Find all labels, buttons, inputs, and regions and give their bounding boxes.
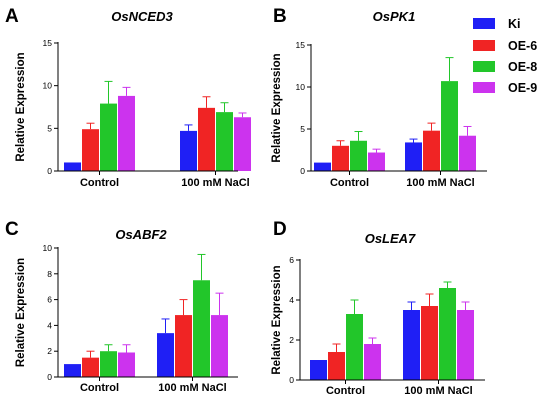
legend: Ki OE-6 OE-8 OE-9: [473, 17, 537, 95]
bar-ki-control: [314, 162, 331, 171]
legend-label: Ki: [508, 17, 521, 31]
chart-title: OsLEA7: [365, 231, 416, 246]
y-tick-label: 4: [289, 295, 294, 305]
bar-oe-6-100-mm-nacl: [175, 315, 192, 377]
y-tick-label: 10: [43, 81, 53, 91]
bar-oe-8-100-mm-nacl: [439, 288, 456, 380]
bar-ki-100-mm-nacl: [403, 310, 420, 380]
bar-ki-control: [64, 162, 81, 171]
y-tick-label: 2: [47, 346, 52, 356]
x-category-label: 100 mM NaCl: [406, 177, 474, 189]
y-tick-label: 6: [289, 255, 294, 265]
legend-label: OE-8: [508, 60, 537, 74]
chart-title: OsNCED3: [111, 9, 173, 24]
y-axis-label: Relative Expression: [271, 53, 283, 162]
bar-oe-6-control: [82, 357, 99, 377]
y-tick-label: 0: [47, 166, 52, 176]
x-category-label: 100 mM NaCl: [181, 177, 249, 189]
panel-letter: C: [5, 219, 19, 240]
legend-swatch-oe-6: [473, 40, 495, 51]
y-tick-label: 0: [289, 375, 294, 385]
legend-swatch-oe-8: [473, 61, 495, 72]
bar-oe-6-control: [328, 352, 345, 380]
chart-title: OsABF2: [115, 227, 167, 242]
x-category-label: Control: [326, 385, 365, 397]
x-category-label: Control: [330, 177, 369, 189]
bar-oe-9-100-mm-nacl: [459, 135, 476, 171]
x-category-label: 100 mM NaCl: [158, 382, 226, 394]
x-category-label: Control: [80, 177, 119, 189]
y-tick-label: 5: [47, 123, 52, 133]
panel-a: A OsNCED3 Relative Expression 0 5 10 15 Control…: [5, 6, 251, 189]
y-tick-label: 10: [43, 243, 53, 253]
bar-ki-100-mm-nacl: [180, 130, 197, 171]
bar-oe-9-100-mm-nacl: [234, 117, 251, 171]
bar-ki-100-mm-nacl: [405, 142, 422, 171]
bar-oe-8-100-mm-nacl: [441, 81, 458, 171]
y-tick-label: 15: [43, 38, 53, 48]
bar-oe-8-control: [100, 103, 117, 171]
bar-oe-8-control: [100, 351, 117, 377]
bar-ki-control: [310, 360, 327, 380]
chart-title: OsPK1: [373, 9, 416, 24]
y-tick-label: 4: [47, 320, 52, 330]
bar-ki-100-mm-nacl: [157, 333, 174, 377]
y-tick-label: 10: [296, 82, 306, 92]
y-tick-label: 5: [300, 124, 305, 134]
panel-d: D OsLEA7 Relative Expression 0 2 4 6 Control 100…: [271, 219, 485, 397]
panel-letter: D: [273, 219, 287, 240]
y-axis-label: Relative Expression: [15, 258, 27, 367]
bar-oe-9-control: [118, 352, 135, 377]
legend-label: OE-6: [508, 39, 537, 53]
panel-c: C OsABF2 Relative Expression 0 2 4 6 8 10 Control…: [5, 219, 238, 394]
y-tick-label: 15: [296, 40, 306, 50]
bar-oe-8-100-mm-nacl: [216, 112, 233, 171]
bar-oe-8-control: [346, 314, 363, 380]
y-tick-label: 8: [47, 269, 52, 279]
legend-swatch-ki: [473, 18, 495, 29]
x-category-label: Control: [80, 382, 119, 394]
bar-oe-9-control: [364, 344, 381, 380]
y-tick-label: 0: [300, 166, 305, 176]
legend-label: OE-9: [508, 81, 537, 95]
bar-oe-6-control: [82, 129, 99, 171]
bar-oe-9-control: [118, 95, 135, 171]
bar-oe-6-100-mm-nacl: [198, 107, 215, 171]
y-tick-label: 0: [47, 372, 52, 382]
bar-ki-control: [64, 364, 81, 377]
y-tick-label: 6: [47, 295, 52, 305]
legend-swatch-oe-9: [473, 82, 495, 93]
y-axis-label: Relative Expression: [15, 52, 27, 161]
bar-oe-8-control: [350, 140, 367, 171]
bar-oe-8-100-mm-nacl: [193, 280, 210, 377]
panel-letter: B: [273, 6, 287, 27]
x-category-label: 100 mM NaCl: [404, 385, 472, 397]
bar-oe-9-100-mm-nacl: [457, 310, 474, 380]
y-axis-label: Relative Expression: [271, 265, 283, 374]
bar-oe-9-100-mm-nacl: [211, 315, 228, 377]
bar-oe-6-100-mm-nacl: [423, 130, 440, 171]
panel-b: B OsPK1 Relative Expression 0 5 10 15 Control 10…: [271, 6, 487, 189]
bar-oe-9-control: [368, 152, 385, 171]
bar-oe-6-control: [332, 145, 349, 171]
y-tick-label: 2: [289, 335, 294, 345]
panel-letter: A: [5, 6, 19, 27]
bar-oe-6-100-mm-nacl: [421, 306, 438, 380]
